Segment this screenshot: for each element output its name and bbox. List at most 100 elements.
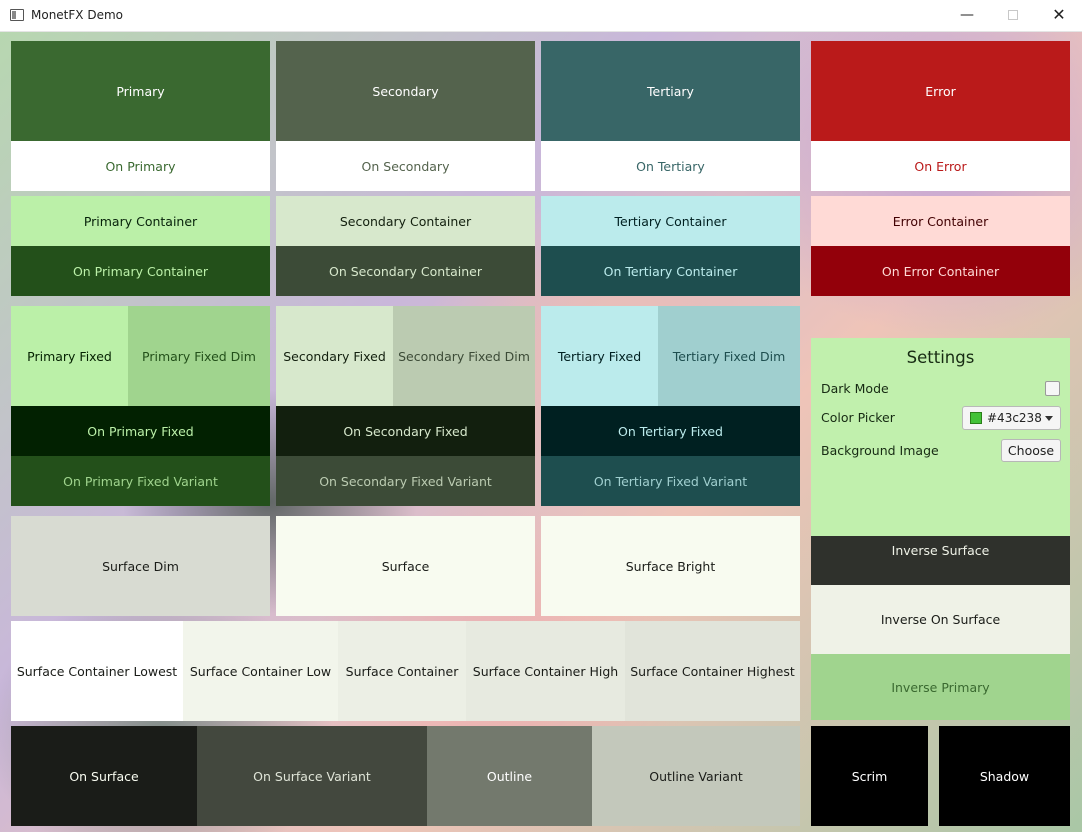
on-primary-fixed-tile: On Primary Fixed [11,406,270,456]
minimize-button[interactable]: — [944,0,990,31]
on-tertiary-fixed-label: On Tertiary Fixed [617,423,723,439]
color-scheme-content: Primary On Primary Secondary On Secondary Te… [0,32,1082,832]
surface-container-high-label: Surface Container High [472,663,619,679]
dark-mode-label: Dark Mode [821,381,889,396]
close-button[interactable]: ✕ [1036,0,1082,31]
secondary-container-tile: Secondary Container [276,196,535,246]
inverse-on-surface-label: Inverse On Surface [880,612,1001,627]
on-primary-fixed-label: On Primary Fixed [87,423,194,439]
primary-label: Primary [116,83,165,99]
surface-container-tile: Surface Container [338,621,466,721]
on-primary-label: On Primary [105,158,176,174]
secondary-label: Secondary [372,83,439,99]
on-secondary-fixed-label: On Secondary Fixed [343,423,468,439]
on-primary-container-tile: On Primary Container [11,246,270,296]
primary-tile: Primary [11,41,270,141]
surface-dim-tile: Surface Dim [11,516,270,616]
on-error-tile: On Error [811,141,1070,191]
on-tertiary-container-label: On Tertiary Container [603,263,738,279]
scrim-tile: Scrim [811,726,928,826]
on-secondary-label: On Secondary [361,158,450,174]
on-error-container-tile: On Error Container [811,246,1070,296]
surface-dim-label: Surface Dim [102,558,179,574]
surface-tile: Surface [276,516,535,616]
secondary-fixed-dim-label: Secondary Fixed Dim [398,348,530,364]
outline-label: Outline [486,768,533,784]
choose-button[interactable]: Choose [1001,439,1061,462]
tertiary-container-label: Tertiary Container [614,213,727,229]
color-swatch [970,412,982,424]
close-icon: ✕ [1052,5,1066,24]
on-primary-fixed-variant-label: On Primary Fixed Variant [63,473,218,489]
settings-title: Settings [906,348,975,367]
secondary-fixed-tile: Secondary Fixed [276,306,393,406]
background-image-label: Background Image [821,443,939,458]
on-surface-tile: On Surface [11,726,197,826]
on-surface-label: On Surface [69,768,139,784]
tertiary-fixed-tile: Tertiary Fixed [541,306,658,406]
secondary-tile: Secondary [276,41,535,141]
inverse-primary-label: Inverse Primary [891,679,990,695]
on-error-label: On Error [914,158,967,174]
surface-bright-label: Surface Bright [625,558,716,574]
surface-label: Surface [381,558,430,574]
shadow-label: Shadow [979,768,1030,784]
color-picker-value: #43c238 [987,411,1042,425]
window-title: MonetFX Demo [31,8,123,22]
on-primary-tile: On Primary [11,141,270,191]
title-bar: MonetFX Demo — ✕ [0,0,1082,32]
surface-container-high-tile: Surface Container High [466,621,625,721]
settings-panel: Settings Dark Mode Color Picker #43c238 … [811,338,1070,536]
error-container-tile: Error Container [811,196,1070,246]
on-tertiary-label: On Tertiary [636,158,705,174]
outline-variant-tile: Outline Variant [592,726,800,826]
surface-container-lowest-tile: Surface Container Lowest [11,621,183,721]
error-label: Error [925,83,956,99]
on-secondary-tile: On Secondary [276,141,535,191]
on-secondary-container-tile: On Secondary Container [276,246,535,296]
on-tertiary-fixed-tile: On Tertiary Fixed [541,406,800,456]
secondary-container-label: Secondary Container [339,213,472,229]
shadow-tile: Shadow [939,726,1070,826]
surface-container-low-tile: Surface Container Low [183,621,338,721]
tertiary-fixed-label: Tertiary Fixed [557,348,642,364]
on-secondary-fixed-variant-tile: On Secondary Fixed Variant [276,456,535,506]
on-secondary-fixed-variant-label: On Secondary Fixed Variant [319,473,492,489]
surface-container-highest-label: Surface Container Highest [630,663,795,679]
secondary-fixed-dim-tile: Secondary Fixed Dim [393,306,535,406]
on-secondary-container-label: On Secondary Container [329,263,482,279]
tertiary-tile: Tertiary [541,41,800,141]
on-tertiary-container-tile: On Tertiary Container [541,246,800,296]
inverse-on-surface-tile: Inverse On Surface [811,585,1070,654]
chevron-down-icon [1045,416,1053,421]
tertiary-label: Tertiary [647,83,694,99]
error-container-label: Error Container [892,213,989,229]
maximize-button[interactable] [990,0,1036,31]
outline-variant-label: Outline Variant [649,768,743,784]
secondary-fixed-label: Secondary Fixed [283,348,386,364]
on-error-container-label: On Error Container [881,263,1000,279]
outline-tile: Outline [427,726,592,826]
surface-container-highest-tile: Surface Container Highest [625,621,800,721]
surface-container-lowest-label: Surface Container Lowest [16,663,178,679]
color-picker-label: Color Picker [821,410,895,425]
maximize-icon [1008,10,1018,20]
on-tertiary-fixed-variant-tile: On Tertiary Fixed Variant [541,456,800,506]
primary-container-label: Primary Container [83,213,198,229]
on-primary-fixed-variant-tile: On Primary Fixed Variant [11,456,270,506]
surface-bright-tile: Surface Bright [541,516,800,616]
primary-container-tile: Primary Container [11,196,270,246]
dark-mode-checkbox[interactable] [1045,381,1060,396]
color-picker[interactable]: #43c238 [962,406,1061,430]
on-surface-variant-tile: On Surface Variant [197,726,427,826]
on-surface-variant-label: On Surface Variant [253,768,371,784]
primary-fixed-dim-tile: Primary Fixed Dim [128,306,270,406]
inverse-primary-tile: Inverse Primary [811,654,1070,720]
minimize-icon: — [960,7,974,23]
on-tertiary-fixed-variant-label: On Tertiary Fixed Variant [593,473,748,489]
primary-fixed-dim-label: Primary Fixed Dim [142,348,256,364]
on-tertiary-tile: On Tertiary [541,141,800,191]
primary-fixed-tile: Primary Fixed [11,306,128,406]
app-window-icon [10,9,24,21]
inverse-surface-label: Inverse Surface [891,543,990,558]
